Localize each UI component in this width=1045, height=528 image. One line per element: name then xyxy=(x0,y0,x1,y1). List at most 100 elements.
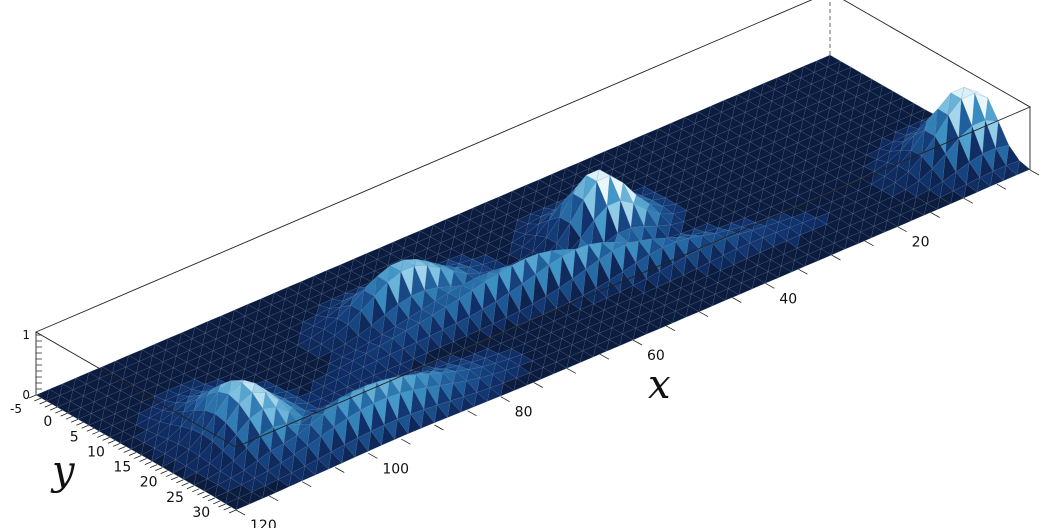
y-tick-label: 15 xyxy=(113,460,131,476)
surface-facet xyxy=(923,203,938,216)
z-axis-ticks: 10 xyxy=(22,328,42,402)
x-tick-mark xyxy=(1029,169,1040,176)
surface-facet xyxy=(235,497,250,511)
x-tick-label: 60 xyxy=(647,348,665,364)
surface-facet xyxy=(910,209,925,222)
y-tick-mark xyxy=(128,452,137,456)
surface-facet xyxy=(368,430,382,452)
surface-facet xyxy=(712,294,726,307)
surface-facet xyxy=(487,387,501,402)
x-tick-mark xyxy=(301,481,312,488)
x-tick-label: 40 xyxy=(779,291,797,307)
y-tick-mark xyxy=(44,403,52,408)
surface-facet xyxy=(447,400,462,418)
surface-facet xyxy=(500,382,515,397)
y-tick-mark xyxy=(28,394,37,399)
surface-facet xyxy=(778,265,793,278)
x-tick-mark xyxy=(533,382,543,388)
x-tick-mark xyxy=(864,240,874,247)
y-tick-mark xyxy=(97,433,105,438)
surface-facet xyxy=(275,479,290,493)
x-tick-mark xyxy=(963,197,974,204)
surface-facet xyxy=(632,328,647,341)
z-tick-label: 1 xyxy=(22,328,30,342)
x-tick-mark xyxy=(831,254,841,261)
surface-facet xyxy=(950,190,965,205)
surface-facet xyxy=(791,260,806,273)
surface-facet xyxy=(606,339,621,352)
y-tick-label: 0 xyxy=(43,414,52,430)
x-tick-label: 100 xyxy=(382,461,409,477)
x-tick-mark xyxy=(235,509,246,516)
x-tick-mark xyxy=(665,325,676,332)
y-tick-mark xyxy=(218,503,226,508)
x-tick-mark xyxy=(732,297,742,303)
surface-facet xyxy=(765,271,779,284)
y-tick-mark xyxy=(155,467,163,471)
y-tick-mark xyxy=(60,412,68,417)
y-tick-mark xyxy=(107,440,116,444)
surface-facet xyxy=(553,361,568,375)
x-tick-mark xyxy=(268,495,279,502)
surface-facet xyxy=(937,197,951,210)
x-tick-mark xyxy=(434,424,444,431)
x-tick-mark xyxy=(996,183,1007,190)
x-axis-ticks: 20 40 60 80 100 120 xyxy=(235,169,1040,528)
x-tick-mark xyxy=(500,396,510,403)
y-tick-mark xyxy=(207,497,216,502)
surface-facet xyxy=(579,350,594,363)
surface-facet xyxy=(619,333,634,346)
surface-facet xyxy=(474,392,488,408)
y-tick-mark xyxy=(176,479,184,484)
surface-facet xyxy=(751,277,766,290)
y-tick-mark xyxy=(55,409,63,414)
surface-facet xyxy=(804,254,819,267)
y-tick-mark xyxy=(70,418,79,423)
y-tick-label: 5 xyxy=(70,429,79,445)
y-tick-label: 10 xyxy=(87,444,105,460)
y-tick-mark xyxy=(65,415,73,420)
surface-facet xyxy=(738,282,753,295)
y-tick-mark xyxy=(223,506,231,511)
y-tick-mark xyxy=(202,494,210,499)
surface-facet xyxy=(963,184,978,199)
y-tick-mark xyxy=(165,473,173,478)
x-tick-mark xyxy=(335,467,345,473)
surface-facet xyxy=(421,409,435,429)
surface-facet xyxy=(394,418,409,440)
y-tick-label: 20 xyxy=(140,475,158,491)
surface-facet xyxy=(566,356,581,369)
y-tick-mark xyxy=(118,446,126,450)
surface-facet xyxy=(288,472,303,487)
surface-facet xyxy=(434,404,448,423)
x-tick-label: 80 xyxy=(515,405,533,421)
surface-facet xyxy=(685,305,700,318)
x-tick-mark xyxy=(897,226,907,233)
surface-facet xyxy=(646,322,660,335)
x-tick-mark xyxy=(930,212,940,218)
surface-facet xyxy=(844,237,859,250)
surface-facet xyxy=(897,214,912,227)
surface-facet xyxy=(1016,160,1031,176)
x-tick-mark xyxy=(368,452,378,459)
y-tick-label: 30 xyxy=(192,505,210,521)
surface-facet xyxy=(990,170,1004,187)
y-axis-label: y xyxy=(50,448,76,494)
surface-facet xyxy=(354,437,369,458)
surface-facet xyxy=(315,458,329,476)
x-tick-mark xyxy=(599,353,610,360)
surface-facet xyxy=(976,177,991,193)
y-tick-mark xyxy=(134,455,142,459)
box-top-edges xyxy=(34,0,1032,448)
surface-facet xyxy=(513,377,528,391)
y-floor-label: -5 xyxy=(10,402,22,416)
y-tick-mark xyxy=(213,500,221,505)
surface-facet xyxy=(1003,165,1018,181)
y-tick-mark xyxy=(139,458,147,462)
surface-facet xyxy=(249,491,263,505)
x-tick-mark xyxy=(632,339,643,346)
surface-facet xyxy=(407,413,422,434)
y-tick-mark xyxy=(123,449,131,453)
y-tick-mark xyxy=(76,421,84,426)
